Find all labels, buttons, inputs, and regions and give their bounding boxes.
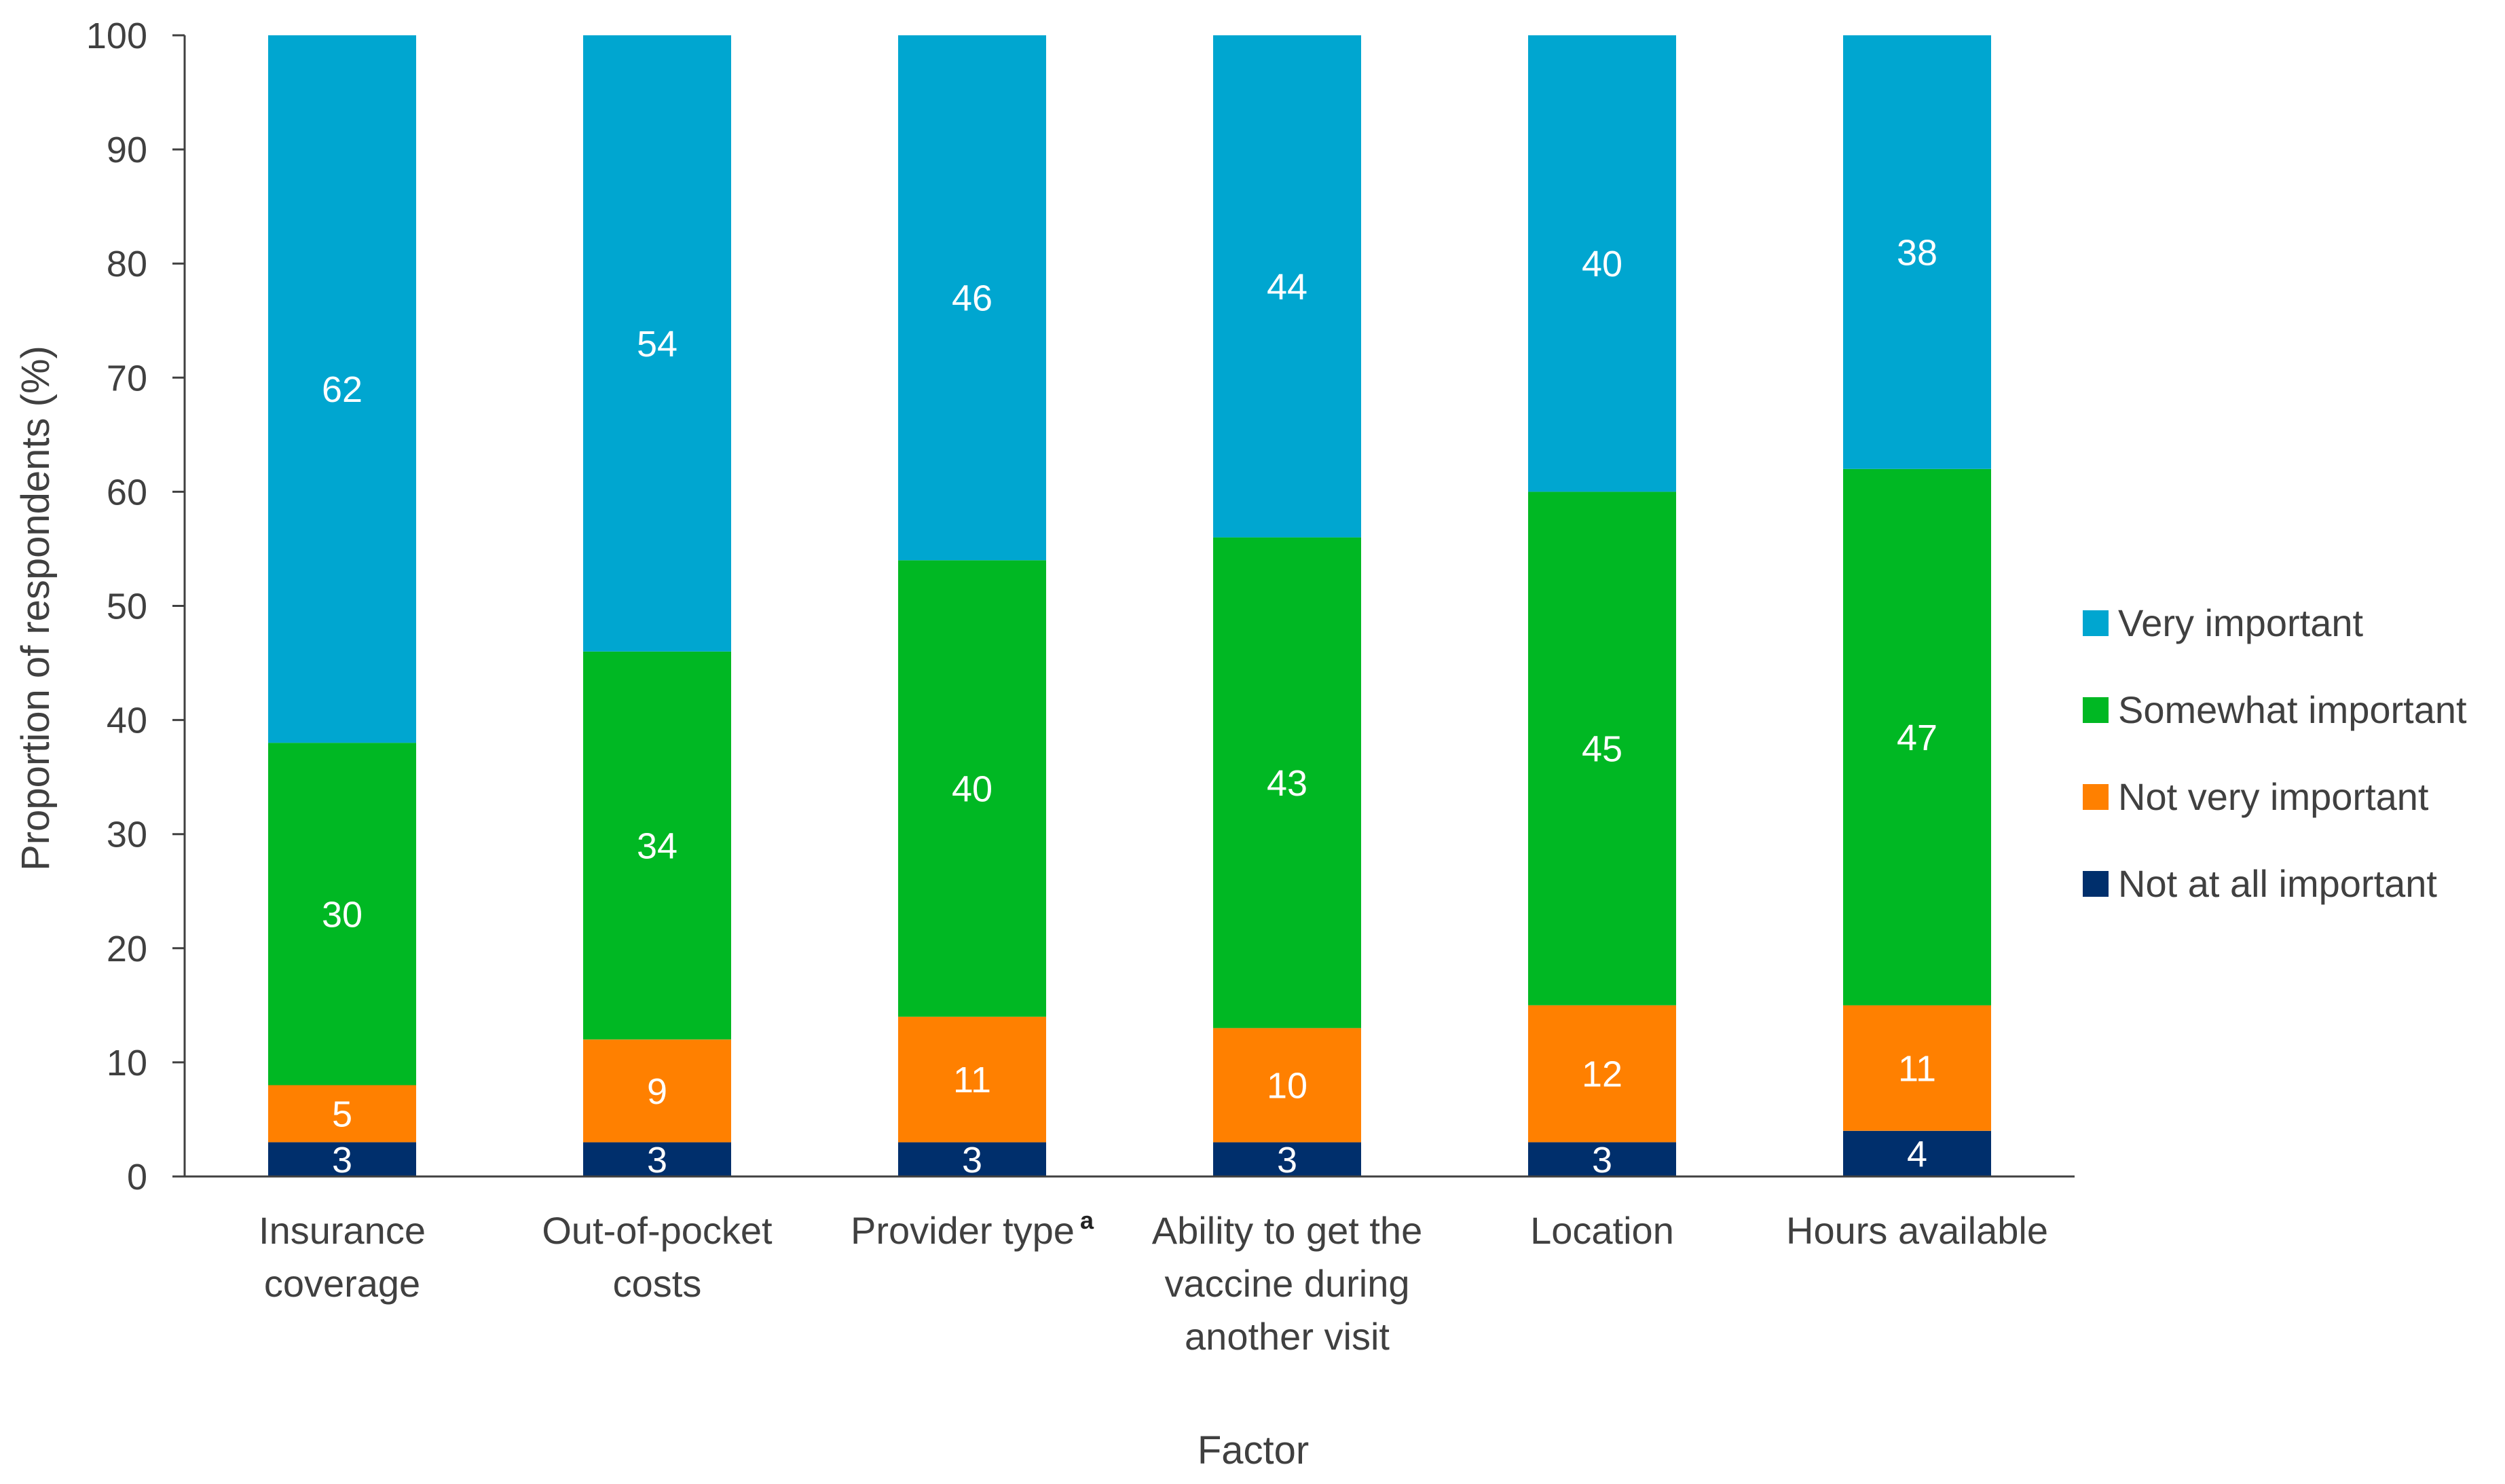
bar-segment [898,1016,1046,1143]
data-label: 3 [962,1140,982,1181]
bar-segment [1843,1005,1991,1131]
data-label: 11 [1898,1048,1936,1089]
x-tick-label: Ability to get the [1152,1209,1422,1252]
legend-swatch [2083,697,2109,723]
data-label: 44 [1267,267,1307,308]
data-label: 38 [1897,232,1937,273]
y-tick-label: 0 [127,1157,147,1198]
data-label: 3 [1277,1140,1297,1181]
bar-segment [1528,1142,1676,1176]
x-tick-label: Location [1530,1209,1674,1252]
bar-segment [1528,35,1676,492]
y-tick-label: 80 [107,244,147,284]
bar-segment [1213,537,1361,1028]
y-tick-label: 40 [107,701,147,741]
x-tick-label: Out-of-pocket [542,1209,773,1252]
bar-segment [583,35,731,652]
bar-segment [268,1142,416,1176]
x-tick-label: Hours available [1786,1209,2048,1252]
data-label: 30 [322,894,363,935]
footnote-superscript: a [1080,1206,1094,1234]
legend-item: Very important [2083,601,2363,644]
y-tick-label: 60 [107,472,147,513]
y-tick-label: 70 [107,358,147,398]
x-tick-label: another visit [1185,1315,1390,1358]
data-label: 4 [1907,1134,1927,1174]
data-label: 9 [647,1071,667,1112]
data-label: 47 [1897,718,1937,758]
bar-segment [583,651,731,1040]
x-tick-label: costs [613,1262,702,1305]
x-tick-label: vaccine during [1164,1262,1409,1305]
data-label: 34 [637,826,678,867]
y-tick-label: 100 [86,16,147,56]
data-label: 40 [1582,244,1622,284]
legend-item: Somewhat important [2083,688,2467,731]
data-label: 12 [1582,1054,1622,1095]
bar-segment [1528,491,1676,1005]
bar-segment [898,1142,1046,1176]
legend-item: Not at all important [2083,862,2437,905]
bar-segment [268,1085,416,1143]
bar-segment [583,1039,731,1143]
bar-segment [898,560,1046,1017]
x-tick-label: Provider type a [851,1206,1094,1252]
bar-segment [1528,1005,1676,1143]
y-tick-label: 10 [107,1043,147,1083]
x-tick-label: Insurance [259,1209,426,1252]
bar-segment [898,35,1046,561]
bar-segment [268,35,416,743]
data-label: 40 [952,769,992,810]
bar-segment [583,1142,731,1176]
x-axis-title: Factor [1198,1428,1309,1472]
legend: Very important Somewhat important Not very… [2083,601,2467,905]
y-tick-label: 90 [107,130,147,170]
x-tick-label: coverage [264,1262,420,1305]
axes-layer: 0 10 20 30 40 50 60 70 80 90 100 Insurance coverage O… [86,16,2075,1358]
legend-label: Not very important [2118,775,2429,818]
data-label: 43 [1267,763,1307,804]
bar-segment [1213,1142,1361,1176]
data-label: 3 [647,1140,667,1181]
data-label: 54 [637,324,678,365]
bar-segment [268,743,416,1086]
data-label: 11 [953,1060,991,1100]
y-axis-title: Proportion of respondents (%) [14,346,58,871]
data-label: 62 [322,369,363,410]
y-tick-label: 50 [107,587,147,627]
legend-swatch [2083,871,2109,897]
bars-layer [268,35,1991,1176]
bar-segment [1213,35,1361,538]
bar-segment [1213,1028,1361,1143]
y-tick-label: 20 [107,929,147,969]
data-label: 3 [1592,1140,1612,1181]
legend-label: Somewhat important [2118,688,2467,731]
data-labels-layer: 3 5 30 62 3 9 34 54 3 11 40 46 3 10 43 44 3 12 45 40 4 11 47 38 [322,232,1937,1180]
legend-label: Very important [2118,601,2363,644]
bar-segment [1843,35,1991,469]
legend-swatch [2083,610,2109,636]
bar-segment [1843,1130,1991,1176]
data-label: 45 [1582,729,1622,770]
legend-swatch [2083,784,2109,810]
data-label: 46 [952,278,992,319]
data-label: 10 [1267,1066,1307,1107]
legend-label: Not at all important [2118,862,2437,905]
data-label: 5 [332,1094,352,1135]
data-label: 3 [332,1140,352,1181]
bar-segment [1843,468,1991,1005]
y-tick-label: 30 [107,815,147,855]
legend-item: Not very important [2083,775,2429,818]
